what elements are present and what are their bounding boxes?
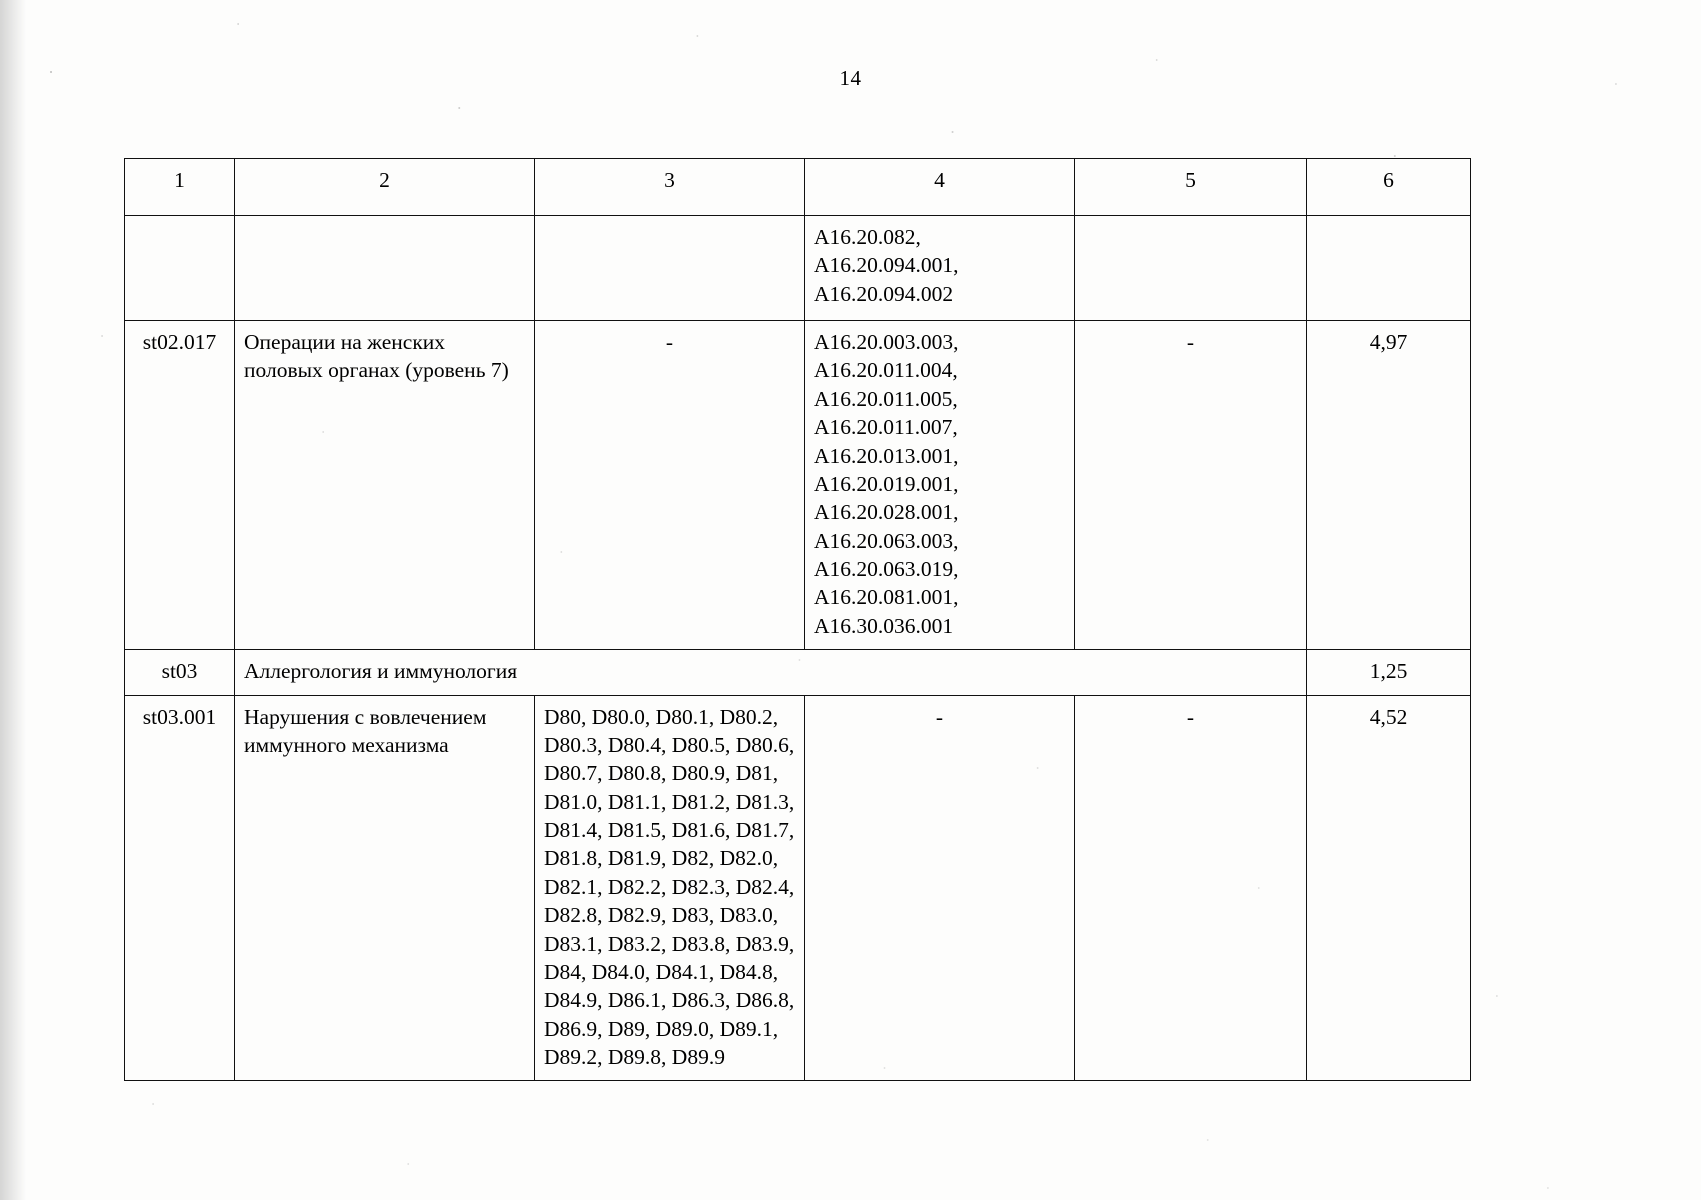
cell-service-codes: - bbox=[804, 694, 1075, 1082]
cell-icd-codes bbox=[534, 215, 805, 321]
cell-description: Нарушения с вовлечением иммунного механи… bbox=[234, 694, 535, 1082]
cell-group-coefficient: 1,25 bbox=[1306, 649, 1471, 696]
column-header-6: 6 bbox=[1306, 158, 1471, 216]
table-row: st03.001 Нарушения с вовлечением иммунно… bbox=[124, 694, 1471, 1082]
cell-extra bbox=[1074, 215, 1307, 321]
column-header-5: 5 bbox=[1074, 158, 1307, 216]
table-container: 1 2 3 4 5 6 A16.20.082, A16.20.094.001, … bbox=[124, 158, 1471, 1082]
cell-service-codes: A16.20.082, A16.20.094.001, A16.20.094.0… bbox=[804, 215, 1075, 321]
column-header-2: 2 bbox=[234, 158, 535, 216]
table-header-row: 1 2 3 4 5 6 bbox=[124, 158, 1471, 216]
table-group-row: st03 Аллергология и иммунология 1,25 bbox=[124, 649, 1471, 696]
cell-group-title: Аллергология и иммунология bbox=[234, 649, 1307, 696]
tariff-table: 1 2 3 4 5 6 A16.20.082, A16.20.094.001, … bbox=[124, 158, 1471, 1082]
cell-extra: - bbox=[1074, 319, 1307, 651]
page-number: 14 bbox=[839, 66, 862, 90]
cell-group-code: st03 bbox=[124, 649, 235, 696]
table-row: st02.017 Операции на женских половых орг… bbox=[124, 319, 1471, 651]
cell-extra: - bbox=[1074, 694, 1307, 1082]
cell-icd-codes: - bbox=[534, 319, 805, 651]
cell-code: st02.017 bbox=[124, 319, 235, 651]
column-header-1: 1 bbox=[124, 158, 235, 216]
table-row: A16.20.082, A16.20.094.001, A16.20.094.0… bbox=[124, 215, 1471, 321]
scan-edge-shadow bbox=[0, 0, 26, 1200]
cell-code: st03.001 bbox=[124, 694, 235, 1082]
cell-coefficient bbox=[1306, 215, 1471, 321]
column-header-4: 4 bbox=[804, 158, 1075, 216]
cell-coefficient: 4,52 bbox=[1306, 694, 1471, 1082]
cell-service-codes: A16.20.003.003, A16.20.011.004, A16.20.0… bbox=[804, 319, 1075, 651]
cell-description: Операции на женских половых органах (уро… bbox=[234, 319, 535, 651]
cell-icd-codes: D80, D80.0, D80.1, D80.2, D80.3, D80.4, … bbox=[534, 694, 805, 1082]
cell-code bbox=[124, 215, 235, 321]
cell-description bbox=[234, 215, 535, 321]
column-header-3: 3 bbox=[534, 158, 805, 216]
cell-coefficient: 4,97 bbox=[1306, 319, 1471, 651]
